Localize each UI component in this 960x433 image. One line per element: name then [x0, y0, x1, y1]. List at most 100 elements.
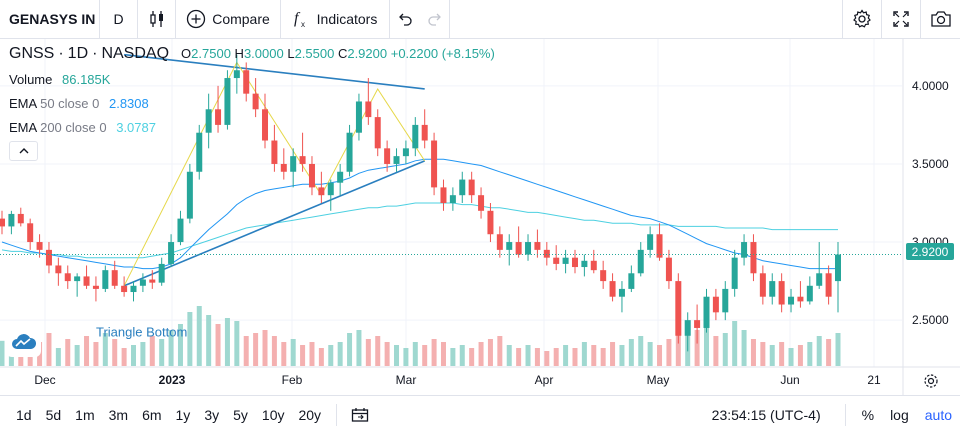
- volume-bar: [215, 324, 221, 366]
- candle-body: [337, 171, 344, 183]
- volume-bar: [647, 342, 653, 366]
- candle-body: [788, 296, 795, 305]
- candle-body: [299, 156, 306, 164]
- clock-time[interactable]: 23:54:15 (UTC-4): [711, 407, 821, 423]
- candle-body: [346, 132, 353, 172]
- undo-icon[interactable]: [397, 11, 413, 27]
- range-3m[interactable]: 3m: [108, 406, 129, 423]
- legend-symbol[interactable]: GNSS: [9, 45, 55, 62]
- time-axis-label: 21: [867, 373, 881, 387]
- time-axis-label: Apr: [535, 373, 554, 387]
- range-5d[interactable]: 5d: [45, 406, 62, 423]
- candle-body: [402, 148, 409, 157]
- compare-label: Compare: [212, 11, 270, 27]
- candle-body: [27, 223, 34, 243]
- volume-bar: [797, 345, 803, 366]
- range-1m[interactable]: 1m: [75, 406, 95, 423]
- range-10y[interactable]: 10y: [261, 406, 285, 423]
- candle-body: [355, 101, 362, 133]
- plus-circle-icon: [186, 9, 206, 29]
- candle-body: [496, 234, 503, 250]
- range-6m[interactable]: 6m: [142, 406, 162, 423]
- close-label: C: [337, 46, 348, 61]
- interval-button[interactable]: D: [100, 0, 138, 38]
- volume-bar: [309, 342, 315, 366]
- candle-body: [252, 93, 259, 110]
- volume-bar: [703, 324, 709, 366]
- volume-bar: [206, 315, 212, 366]
- volume-bar: [84, 336, 90, 366]
- candle-body: [177, 218, 184, 243]
- axis-settings-gear-icon[interactable]: [924, 374, 938, 388]
- range-1d[interactable]: 1d: [16, 406, 32, 423]
- symbol-label: GENASYS IN: [9, 11, 96, 27]
- candle-body: [271, 140, 278, 164]
- chevron-up-icon: [18, 147, 30, 155]
- percent-toggle[interactable]: %: [861, 407, 875, 423]
- candle-body: [609, 281, 616, 297]
- candle-body: [553, 257, 560, 264]
- candle-body: [647, 234, 654, 250]
- snapshot-button[interactable]: [921, 0, 960, 38]
- volume-bar: [506, 345, 512, 366]
- close-value: 2.9200: [347, 46, 388, 61]
- legend-ema50-row[interactable]: EMA 50 close 0 2.8308: [9, 96, 149, 111]
- volume-bar: [638, 336, 644, 366]
- candle-body: [656, 234, 663, 258]
- volume-bar: [581, 342, 587, 366]
- interval-label: D: [113, 11, 124, 27]
- candle-body: [806, 285, 813, 302]
- ema50-line: [1, 158, 838, 270]
- fullscreen-button[interactable]: [882, 0, 921, 38]
- high-value: 3.0000: [243, 46, 284, 61]
- candle-body: [92, 285, 99, 289]
- legend-title: GNSS · 1D · NASDAQ O2.7500 H3.0000 L2.55…: [9, 45, 495, 63]
- volume-bar: [563, 345, 569, 366]
- volume-bar: [102, 333, 108, 366]
- range-divider: [336, 403, 338, 426]
- candle-body: [769, 281, 776, 297]
- range-3y[interactable]: 3y: [204, 406, 220, 423]
- candle-body: [487, 210, 494, 235]
- volume-bar: [65, 339, 71, 366]
- tradingview-logo[interactable]: [6, 327, 41, 357]
- candle-body: [459, 179, 466, 196]
- time-axis-label: May: [647, 373, 670, 387]
- candles-icon: [148, 10, 166, 28]
- auto-toggle[interactable]: auto: [924, 407, 952, 423]
- settings-button[interactable]: [843, 0, 882, 38]
- candle-body: [111, 270, 118, 286]
- volume-bar: [318, 348, 324, 366]
- candle-body: [478, 195, 485, 211]
- volume-bar: [290, 339, 296, 366]
- chart-type-button[interactable]: [138, 0, 176, 38]
- range-5y[interactable]: 5y: [233, 406, 248, 423]
- low-value: 2.5500: [294, 46, 335, 61]
- log-toggle[interactable]: log: [890, 407, 909, 423]
- volume-bar: [722, 333, 728, 366]
- chart-area[interactable]: Triangle Bottom 4.0000 3.5000 3.0000 2.5000 D…: [0, 39, 960, 395]
- symbol-search-button[interactable]: GENASYS IN: [0, 0, 100, 38]
- volume-bar: [769, 345, 775, 366]
- range-1y[interactable]: 1y: [175, 406, 191, 423]
- legend-collapse-button[interactable]: [9, 141, 38, 161]
- candle-body: [703, 296, 710, 328]
- candle-body: [449, 195, 456, 203]
- candle-body: [0, 218, 5, 227]
- volume-bar: [666, 339, 672, 366]
- volume-bar: [337, 342, 343, 366]
- volume-bar: [112, 339, 118, 366]
- goto-date-icon[interactable]: [345, 407, 375, 423]
- time-axis-label: Dec: [34, 373, 55, 387]
- legend-volume-row[interactable]: Volume 86.185K: [9, 72, 110, 87]
- legend-ema200-row[interactable]: EMA 200 close 0 3.0787: [9, 120, 156, 135]
- redo-icon[interactable]: [427, 11, 443, 27]
- candle-body: [778, 281, 785, 305]
- compare-button[interactable]: Compare: [176, 0, 281, 38]
- chart-canvas[interactable]: Triangle Bottom 4.0000 3.5000 3.0000 2.5000 D…: [0, 39, 960, 395]
- ema200-label: EMA: [9, 120, 37, 135]
- range-20y[interactable]: 20y: [298, 406, 322, 423]
- time-axis-label: Jun: [780, 373, 799, 387]
- candle-body: [581, 260, 588, 268]
